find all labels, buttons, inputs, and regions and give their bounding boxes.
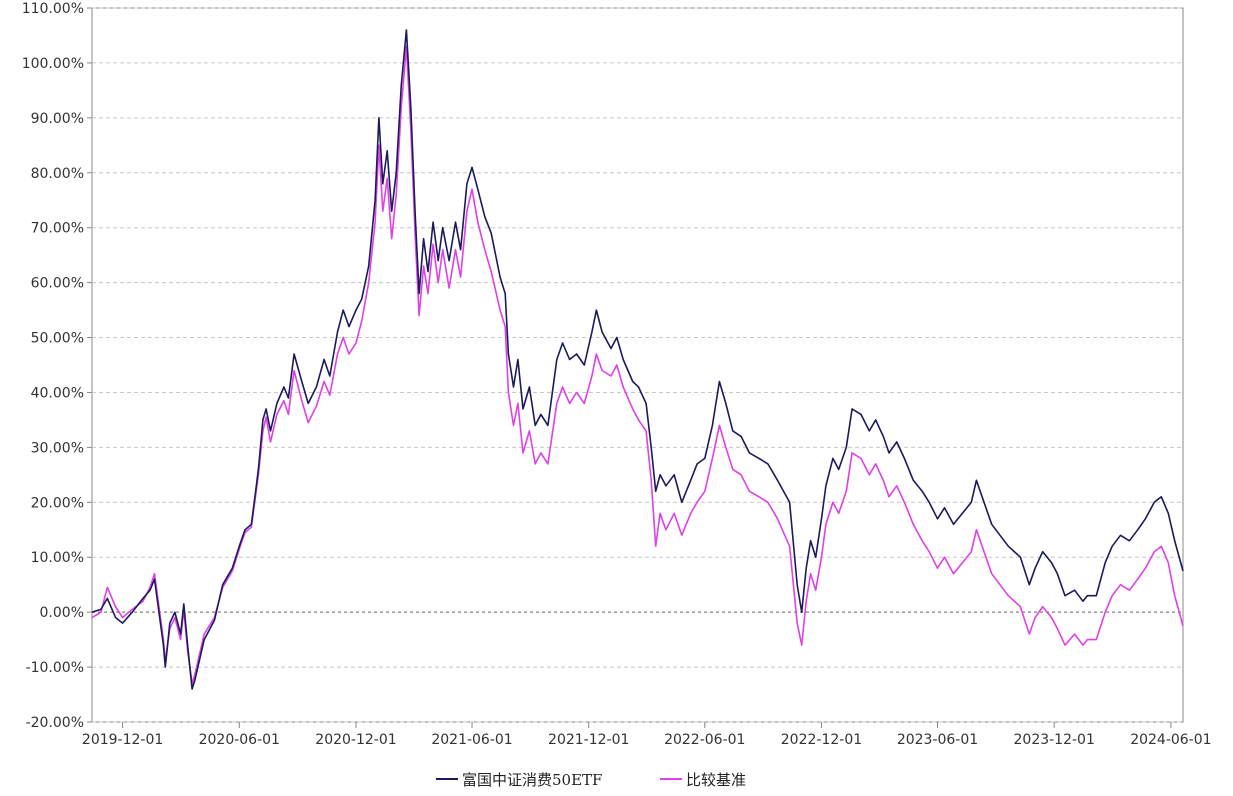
series-line-fund (91, 29, 1184, 690)
plot-area (91, 7, 1184, 723)
y-tick-label-13: -20.00% (26, 715, 84, 731)
y-tick-label-3: 80.00% (31, 166, 84, 182)
x-tick-label-9: 2024-06-01 (1130, 732, 1211, 748)
legend: 富国中证消费50ETF 比较基准 (436, 771, 746, 789)
x-tick-label-6: 2022-12-01 (781, 732, 862, 748)
y-tick-label-7: 40.00% (31, 385, 84, 401)
legend-label-fund: 富国中证消费50ETF (462, 771, 602, 789)
y-tick-label-5: 60.00% (31, 276, 84, 292)
series-lines (91, 29, 1184, 690)
legend-label-benchmark: 比较基准 (686, 771, 746, 789)
x-axis: 2019-12-01 2020-06-01 2020-12-01 2021-06-01… (82, 722, 1212, 748)
y-tick-label-0: 110.00% (22, 1, 84, 17)
y-tick-label-8: 30.00% (31, 440, 84, 456)
y-tick-label-10: 10.00% (31, 550, 84, 566)
y-tick-label-9: 20.00% (31, 495, 84, 511)
y-tick-label-1: 100.00% (22, 56, 84, 72)
y-tick-label-12: -10.00% (26, 660, 84, 676)
y-tick-label-2: 90.00% (31, 111, 84, 127)
y-tick-label-11: 0.00% (40, 605, 84, 621)
x-tick-label-3: 2021-06-01 (431, 732, 512, 748)
y-tick-label-4: 70.00% (31, 221, 84, 237)
x-tick-label-5: 2022-06-01 (664, 732, 745, 748)
gridlines (92, 7, 1183, 723)
x-tick-label-7: 2023-06-01 (897, 732, 978, 748)
y-axis: 110.00% 100.00% 90.00% 80.00% 70.00% 60.00% 50… (22, 1, 92, 731)
x-tick-label-8: 2023-12-01 (1014, 732, 1095, 748)
series-line-benchmark (91, 45, 1184, 685)
x-tick-label-0: 2019-12-01 (82, 732, 163, 748)
y-tick-label-6: 50.00% (31, 331, 84, 347)
x-tick-label-2: 2020-12-01 (315, 732, 396, 748)
x-tick-label-1: 2020-06-01 (199, 732, 280, 748)
x-tick-label-4: 2021-12-01 (548, 732, 629, 748)
